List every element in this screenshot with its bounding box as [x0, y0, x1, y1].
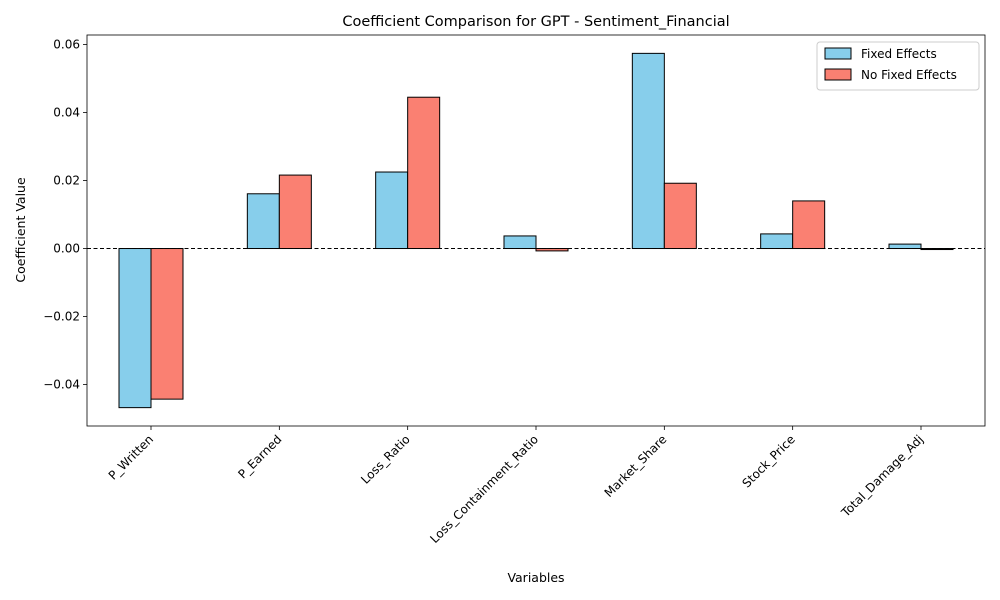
- bar-no-fixed-effects: [663, 182, 697, 250]
- legend: Fixed Effects No Fixed Effects: [816, 41, 980, 91]
- bar-no-fixed-effects: [920, 248, 954, 251]
- axes: P_Written P_Earned Loss_Ratio Loss_Containm…: [43, 34, 986, 546]
- bar-fixed-effects: [631, 52, 665, 250]
- legend-box: [816, 41, 980, 91]
- bar-no-fixed-effects: [278, 174, 312, 250]
- legend-swatch: [824, 68, 852, 81]
- bar-no-fixed-effects: [792, 200, 826, 250]
- x-tick-label: Market_Share: [602, 432, 670, 500]
- y-axis-label: Coefficient Value: [13, 177, 28, 283]
- bar-fixed-effects: [246, 193, 280, 250]
- bar-fixed-effects: [888, 243, 922, 250]
- y-tick-label: −0.04: [43, 378, 80, 392]
- chart-title: Coefficient Comparison for GPT - Sentime…: [342, 14, 729, 30]
- x-tick-label: Total_Damage_Adj: [838, 432, 926, 520]
- x-tick-label: P_Earned: [235, 432, 284, 481]
- bar-fixed-effects: [118, 248, 152, 409]
- bar-fixed-effects: [375, 171, 409, 250]
- legend-label: Fixed Effects: [861, 47, 937, 61]
- bar-no-fixed-effects: [407, 96, 441, 250]
- y-tick-label: 0.02: [53, 174, 80, 188]
- bar-no-fixed-effects: [150, 248, 184, 400]
- legend-label: No Fixed Effects: [861, 68, 957, 82]
- y-tick-label: −0.02: [43, 310, 80, 324]
- y-tick-label: 0.00: [53, 242, 80, 256]
- y-tick-label: 0.06: [53, 38, 80, 52]
- x-tick-label: Stock_Price: [739, 432, 797, 490]
- bar-fixed-effects: [760, 233, 794, 250]
- bars: [118, 52, 954, 409]
- x-axis-label: Variables: [507, 570, 564, 585]
- x-tick-label: P_Written: [106, 432, 156, 482]
- bar-fixed-effects: [503, 235, 537, 250]
- x-tick-label: Loss_Containment_Ratio: [427, 432, 541, 546]
- x-tick-label: Loss_Ratio: [358, 432, 413, 487]
- plot-frame: [86, 34, 986, 427]
- legend-swatch: [824, 47, 852, 60]
- y-tick-label: 0.04: [53, 106, 80, 120]
